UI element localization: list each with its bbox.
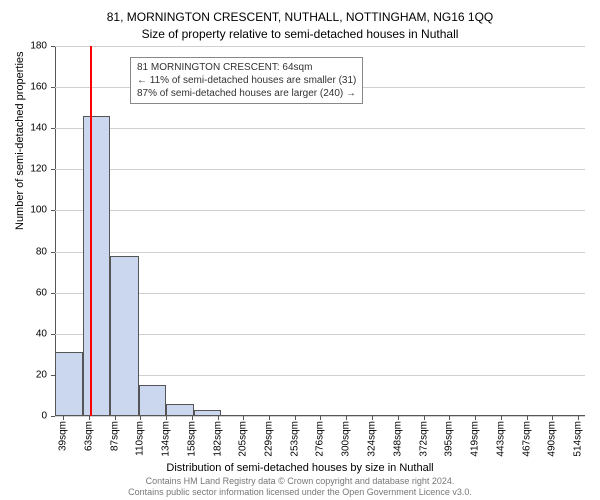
ytick-label: 40	[36, 328, 55, 339]
xtick-label: 253sqm	[290, 416, 301, 457]
footer-line-2: Contains public sector information licen…	[0, 487, 600, 498]
xtick-label: 395sqm	[444, 416, 455, 457]
plot-area: 02040608010012014016018039sqm63sqm87sqm1…	[55, 46, 585, 416]
xtick-label: 229sqm	[263, 416, 274, 457]
chart-area: 02040608010012014016018039sqm63sqm87sqm1…	[55, 46, 585, 416]
ytick-label: 100	[30, 205, 55, 216]
xtick-label: 324sqm	[367, 416, 378, 457]
xtick-label: 276sqm	[315, 416, 326, 457]
histogram-bar	[139, 385, 166, 416]
gridline	[55, 46, 585, 47]
chart-title-sub: Size of property relative to semi-detach…	[0, 24, 600, 41]
xtick-label: 39sqm	[57, 416, 68, 451]
xtick-label: 467sqm	[522, 416, 533, 457]
gridline	[55, 252, 585, 253]
xtick-label: 87sqm	[109, 416, 120, 451]
histogram-bar	[110, 256, 138, 416]
xtick-label: 158sqm	[186, 416, 197, 457]
gridline	[55, 128, 585, 129]
ytick-label: 60	[36, 287, 55, 298]
annotation-line-3: 87% of semi-detached houses are larger (…	[137, 87, 356, 100]
chart-title-main: 81, MORNINGTON CRESCENT, NUTHALL, NOTTIN…	[0, 0, 600, 24]
xtick-label: 372sqm	[419, 416, 430, 457]
gridline	[55, 210, 585, 211]
xtick-label: 443sqm	[496, 416, 507, 457]
histogram-bar	[83, 116, 110, 416]
xtick-label: 490sqm	[547, 416, 558, 457]
annotation-box: 81 MORNINGTON CRESCENT: 64sqm← 11% of se…	[130, 57, 363, 104]
annotation-line-2: ← 11% of semi-detached houses are smalle…	[137, 74, 356, 87]
y-axis-label: Number of semi-detached properties	[14, 51, 26, 230]
x-axis-label: Distribution of semi-detached houses by …	[0, 462, 600, 474]
xtick-label: 110sqm	[134, 416, 145, 456]
ytick-label: 20	[36, 369, 55, 380]
footer-attribution: Contains HM Land Registry data © Crown c…	[0, 476, 600, 498]
xtick-label: 514sqm	[573, 416, 584, 457]
ytick-label: 160	[30, 82, 55, 93]
xtick-label: 182sqm	[212, 416, 223, 457]
property-marker-line	[90, 46, 92, 416]
xtick-label: 348sqm	[393, 416, 404, 457]
histogram-bar	[55, 352, 83, 416]
xtick-label: 419sqm	[470, 416, 481, 457]
ytick-label: 0	[41, 411, 55, 422]
ytick-label: 120	[30, 164, 55, 175]
xtick-label: 205sqm	[237, 416, 248, 457]
annotation-line-1: 81 MORNINGTON CRESCENT: 64sqm	[137, 61, 356, 74]
ytick-label: 180	[30, 41, 55, 52]
footer-line-1: Contains HM Land Registry data © Crown c…	[0, 476, 600, 487]
xtick-label: 134sqm	[160, 416, 171, 457]
ytick-label: 140	[30, 123, 55, 134]
gridline	[55, 169, 585, 170]
xtick-label: 63sqm	[83, 416, 94, 451]
ytick-label: 80	[36, 246, 55, 257]
xtick-label: 300sqm	[341, 416, 352, 457]
histogram-bar	[166, 404, 194, 416]
